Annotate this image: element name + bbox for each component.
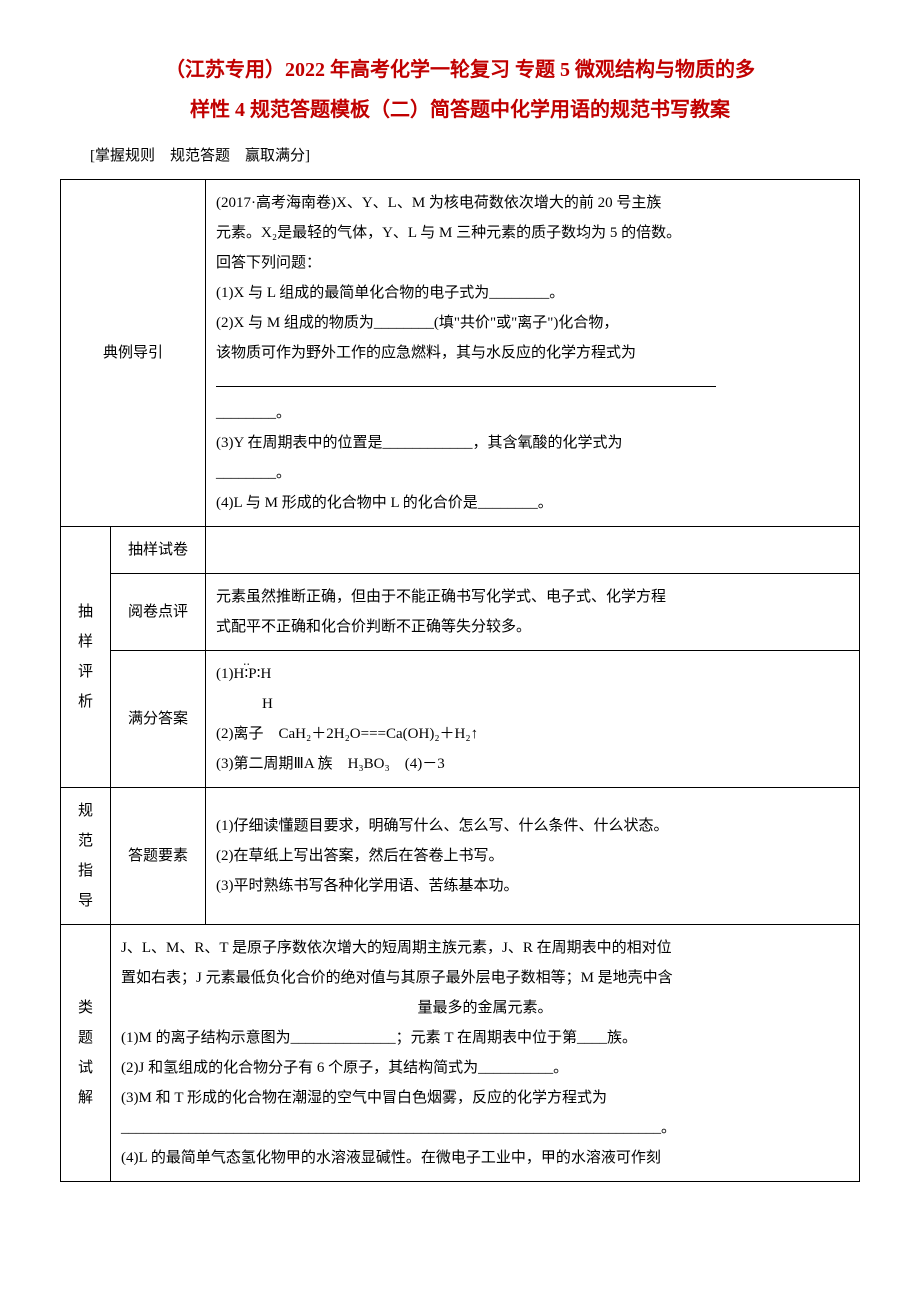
similar-problem-content: J、L、M、R、T 是原子序数依次增大的短周期主族元素，J、R 在周期表中的相对…	[111, 924, 860, 1181]
content-line: (1)‥H∶P∶H	[216, 659, 849, 689]
sample-analyze-grouplabel: 抽样评析	[61, 526, 111, 787]
content-line: (3)第二周期ⅢA 族 H₃BO₃ (4)－3	[216, 749, 849, 779]
content-line: (3)M 和 T 形成的化合物在潮湿的空气中冒白色烟雾，反应的化学方程式为	[121, 1083, 849, 1113]
answer-elements-content: (1)仔细读懂题目要求，明确写什么、怎么写、什么条件、什么状态。 (2)在草纸上…	[206, 787, 860, 924]
content-line: J、L、M、R、T 是原子序数依次增大的短周期主族元素，J、R 在周期表中的相对…	[121, 933, 849, 963]
norm-guide-grouplabel: 规范指导	[61, 787, 111, 924]
content-line: 式配平不正确和化合价判断不正确等失分较多。	[216, 612, 849, 642]
review-comment-label: 阅卷点评	[111, 573, 206, 650]
table-row: 类题试解 J、L、M、R、T 是原子序数依次增大的短周期主族元素，J、R 在周期…	[61, 924, 860, 1181]
content-line: (2017·高考海南卷)X、Y、L、M 为核电荷数依次增大的前 20 号主族	[216, 188, 849, 218]
similar-problem-grouplabel: 类题试解	[61, 924, 111, 1181]
title-line-1: （江苏专用）2022 年高考化学一轮复习 专题 5 微观结构与物质的多	[165, 59, 755, 81]
title-line-2: 样性 4 规范答题模板（二）简答题中化学用语的规范书写教案	[190, 99, 730, 121]
content-line: (1)X 与 L 组成的最简单化合物的电子式为________。	[216, 278, 849, 308]
content-line	[216, 368, 849, 398]
sample-paper-content	[206, 526, 860, 573]
example-guide-label: 典例导引	[61, 179, 206, 526]
content-line: (2)离子 CaH₂＋2H₂O===Ca(OH)₂＋H₂↑	[216, 719, 849, 749]
content-line: 回答下列问题：	[216, 248, 849, 278]
content-line: 量最多的金属元素。	[121, 993, 849, 1023]
content-line: (2)在草纸上写出答案，然后在答卷上书写。	[216, 841, 849, 871]
example-guide-content: (2017·高考海南卷)X、Y、L、M 为核电荷数依次增大的前 20 号主族 元…	[206, 179, 860, 526]
content-line: (1)M 的离子结构示意图为______________；元素 T 在周期表中位…	[121, 1023, 849, 1053]
table-row: 满分答案 (1)‥H∶P∶H H (2)离子 CaH₂＋2H₂O===Ca(OH…	[61, 650, 860, 787]
full-score-content: (1)‥H∶P∶H H (2)离子 CaH₂＋2H₂O===Ca(OH)₂＋H₂…	[206, 650, 860, 787]
content-line: (3)平时熟练书写各种化学用语、苦练基本功。	[216, 871, 849, 901]
content-line: 置如右表；J 元素最低负化合价的绝对值与其原子最外层电子数相等；M 是地壳中含	[121, 963, 849, 993]
content-line: 元素虽然推断正确，但由于不能正确书写化学式、电子式、化学方程	[216, 582, 849, 612]
content-line: (3)Y 在周期表中的位置是____________，其含氧酸的化学式为	[216, 428, 849, 458]
table-row: 规范指导 答题要素 (1)仔细读懂题目要求，明确写什么、怎么写、什么条件、什么状…	[61, 787, 860, 924]
lewis-h: H	[262, 689, 273, 719]
table-row: 阅卷点评 元素虽然推断正确，但由于不能正确书写化学式、电子式、化学方程 式配平不…	[61, 573, 860, 650]
doc-subtitle: [掌握规则 规范答题 赢取满分]	[60, 142, 860, 171]
content-line: H	[216, 689, 849, 719]
table-row: 典例导引 (2017·高考海南卷)X、Y、L、M 为核电荷数依次增大的前 20 …	[61, 179, 860, 526]
content-line: 元素。X₂是最轻的气体，Y、L 与 M 三种元素的质子数均为 5 的倍数。	[216, 218, 849, 248]
content-line: (2)J 和氢组成的化合物分子有 6 个原子，其结构简式为__________。	[121, 1053, 849, 1083]
content-line: (2)X 与 M 组成的物质为________(填"共价"或"离子")化合物，	[216, 308, 849, 338]
doc-title: （江苏专用）2022 年高考化学一轮复习 专题 5 微观结构与物质的多 样性 4…	[60, 50, 860, 130]
table-row: 抽样评析 抽样试卷	[61, 526, 860, 573]
sample-paper-label: 抽样试卷	[111, 526, 206, 573]
main-table: 典例导引 (2017·高考海南卷)X、Y、L、M 为核电荷数依次增大的前 20 …	[60, 179, 860, 1182]
full-score-label: 满分答案	[111, 650, 206, 787]
content-line: 该物质可作为野外工作的应急燃料，其与水反应的化学方程式为	[216, 338, 849, 368]
content-line: (4)L 与 M 形成的化合物中 L 的化合价是________。	[216, 488, 849, 518]
content-line: (4)L 的最简单气态氢化物甲的水溶液显碱性。在微电子工业中，甲的水溶液可作刻	[121, 1143, 849, 1173]
content-line: (1)仔细读懂题目要求，明确写什么、怎么写、什么条件、什么状态。	[216, 811, 849, 841]
blank-line	[216, 372, 716, 387]
lewis-structure: ‥H∶P∶H	[234, 659, 272, 689]
content-line: ________________________________________…	[121, 1113, 849, 1143]
content-line: ________。	[216, 398, 849, 428]
answer-elements-label: 答题要素	[111, 787, 206, 924]
answer-prefix: (1)	[216, 666, 234, 682]
review-comment-content: 元素虽然推断正确，但由于不能正确书写化学式、电子式、化学方程 式配平不正确和化合…	[206, 573, 860, 650]
content-line: ________。	[216, 458, 849, 488]
